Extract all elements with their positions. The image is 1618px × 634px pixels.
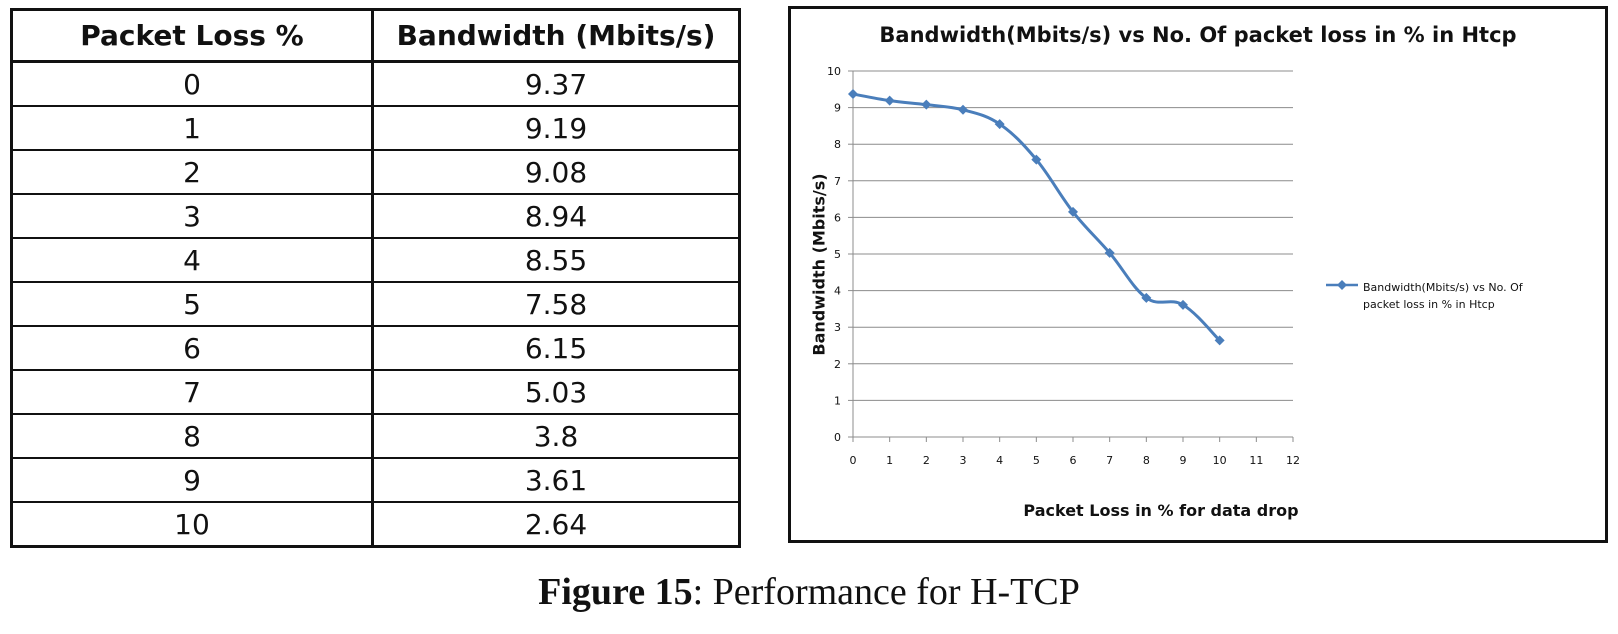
data-point bbox=[1178, 299, 1188, 310]
header-bandwidth: Bandwidth (Mbits/s) bbox=[371, 9, 741, 63]
table-row: 1 9.19 bbox=[10, 106, 741, 151]
table-row: 5 7.58 bbox=[10, 282, 741, 327]
cell-bandwidth: 9.19 bbox=[371, 106, 741, 151]
cell-bandwidth: 5.03 bbox=[371, 370, 741, 415]
cell-packet-loss: 4 bbox=[10, 238, 374, 283]
cell-bandwidth: 2.64 bbox=[371, 502, 741, 548]
data-point bbox=[1141, 292, 1152, 303]
table-row: 4 8.55 bbox=[10, 238, 741, 283]
y-tick-label: 5 bbox=[834, 248, 841, 261]
table-row: 2 9.08 bbox=[10, 150, 741, 195]
x-tick-label: 4 bbox=[996, 454, 1003, 467]
x-tick-label: 0 bbox=[850, 454, 857, 467]
y-tick-label: 2 bbox=[834, 358, 841, 371]
data-point bbox=[958, 104, 968, 115]
x-tick-label: 3 bbox=[960, 454, 967, 467]
cell-packet-loss: 9 bbox=[10, 458, 374, 503]
data-point bbox=[848, 89, 858, 100]
table-row: 8 3.8 bbox=[10, 414, 741, 459]
cell-bandwidth: 8.55 bbox=[371, 238, 741, 283]
x-tick-label: 8 bbox=[1143, 454, 1150, 467]
y-tick-label: 10 bbox=[827, 65, 841, 78]
y-tick-label: 8 bbox=[834, 138, 841, 151]
cell-bandwidth: 3.8 bbox=[371, 414, 741, 459]
x-axis-label: Packet Loss in % for data drop bbox=[1023, 501, 1299, 520]
y-tick-label: 4 bbox=[834, 285, 841, 298]
data-table: Packet Loss % Bandwidth (Mbits/s) 0 9.37… bbox=[10, 8, 741, 548]
data-point bbox=[994, 119, 1005, 130]
table-row: 0 9.37 bbox=[10, 61, 741, 107]
cell-packet-loss: 7 bbox=[10, 370, 374, 415]
cell-packet-loss: 5 bbox=[10, 282, 374, 327]
data-point bbox=[1068, 206, 1078, 217]
y-tick-label: 9 bbox=[834, 102, 841, 115]
cell-bandwidth: 8.94 bbox=[371, 194, 741, 239]
x-tick-label: 12 bbox=[1286, 454, 1300, 467]
cell-packet-loss: 2 bbox=[10, 150, 374, 195]
table-row: 7 5.03 bbox=[10, 370, 741, 415]
x-tick-label: 2 bbox=[923, 454, 930, 467]
figure-caption: Figure 15: Performance for H-TCP bbox=[0, 570, 1618, 614]
data-point bbox=[1214, 335, 1225, 346]
legend-label: Bandwidth(Mbits/s) vs No. Of packet loss… bbox=[1363, 281, 1523, 311]
table-row: 3 8.94 bbox=[10, 194, 741, 239]
cell-packet-loss: 10 bbox=[10, 502, 374, 548]
y-axis-label: Bandwidth (Mbits/s) bbox=[809, 173, 829, 356]
x-tick-label: 5 bbox=[1033, 454, 1040, 467]
chart-title: Bandwidth(Mbits/s) vs No. Of packet loss… bbox=[879, 23, 1517, 47]
header-packet-loss: Packet Loss % bbox=[10, 9, 374, 63]
figure-caption-text: : Performance for H-TCP bbox=[692, 571, 1080, 613]
cell-bandwidth: 9.08 bbox=[371, 150, 741, 195]
data-point bbox=[884, 95, 895, 106]
table-row: 10 2.64 bbox=[10, 502, 741, 548]
cell-bandwidth: 6.15 bbox=[371, 326, 741, 371]
x-tick-label: 10 bbox=[1213, 454, 1227, 467]
x-tick-label: 1 bbox=[886, 454, 893, 467]
x-tick-label: 9 bbox=[1180, 454, 1187, 467]
cell-packet-loss: 1 bbox=[10, 106, 374, 151]
cell-packet-loss: 6 bbox=[10, 326, 374, 371]
data-point bbox=[1104, 247, 1115, 258]
cell-packet-loss: 0 bbox=[10, 61, 374, 107]
chart-frame: Bandwidth(Mbits/s) vs No. Of packet loss… bbox=[788, 6, 1608, 543]
x-tick-label: 6 bbox=[1070, 454, 1077, 467]
y-tick-label: 3 bbox=[834, 321, 841, 334]
table-header-row: Packet Loss % Bandwidth (Mbits/s) bbox=[10, 9, 741, 63]
y-tick-label: 7 bbox=[834, 175, 841, 188]
y-tick-label: 1 bbox=[834, 394, 841, 407]
data-point bbox=[1031, 154, 1042, 165]
y-tick-label: 6 bbox=[834, 211, 841, 224]
table-row: 6 6.15 bbox=[10, 326, 741, 371]
cell-bandwidth: 9.37 bbox=[371, 61, 741, 107]
figure-label: Figure 15 bbox=[538, 571, 693, 613]
data-point bbox=[921, 99, 932, 110]
x-tick-label: 11 bbox=[1249, 454, 1263, 467]
cell-packet-loss: 8 bbox=[10, 414, 374, 459]
legend-marker-icon bbox=[1326, 280, 1358, 290]
cell-bandwidth: 3.61 bbox=[371, 458, 741, 503]
cell-bandwidth: 7.58 bbox=[371, 282, 741, 327]
cell-packet-loss: 3 bbox=[10, 194, 374, 239]
x-tick-label: 7 bbox=[1106, 454, 1113, 467]
table-row: 9 3.61 bbox=[10, 458, 741, 503]
y-tick-label: 0 bbox=[834, 431, 841, 444]
